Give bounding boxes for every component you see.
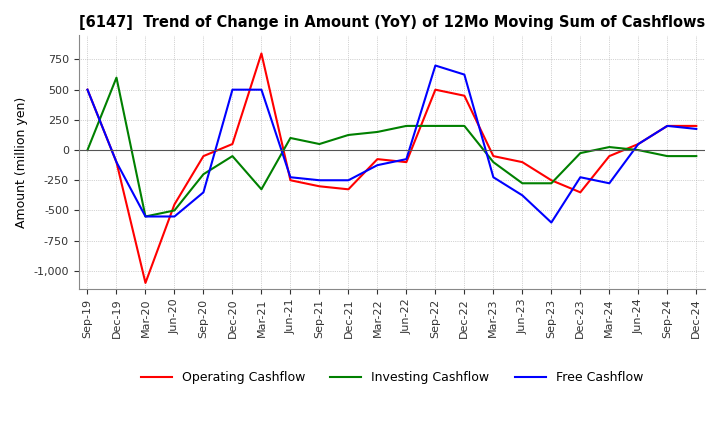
Operating Cashflow: [199, 154, 208, 159]
Operating Cashflow: [286, 178, 294, 183]
Free Cashflow: [460, 72, 469, 77]
Operating Cashflow: [518, 160, 526, 165]
Operating Cashflow: [663, 123, 672, 128]
Operating Cashflow: [112, 160, 121, 165]
Investing Cashflow: [547, 181, 556, 186]
Investing Cashflow: [634, 147, 643, 153]
Investing Cashflow: [83, 147, 91, 153]
Investing Cashflow: [402, 123, 410, 128]
Free Cashflow: [402, 157, 410, 162]
Operating Cashflow: [257, 51, 266, 56]
Operating Cashflow: [344, 187, 353, 192]
Free Cashflow: [170, 214, 179, 219]
Investing Cashflow: [170, 208, 179, 213]
Investing Cashflow: [286, 136, 294, 141]
Free Cashflow: [431, 63, 440, 68]
Operating Cashflow: [605, 154, 613, 159]
Investing Cashflow: [228, 154, 237, 159]
Operating Cashflow: [315, 183, 324, 189]
Free Cashflow: [344, 178, 353, 183]
Free Cashflow: [663, 123, 672, 128]
Operating Cashflow: [460, 93, 469, 99]
Operating Cashflow: [170, 202, 179, 207]
Free Cashflow: [605, 181, 613, 186]
Operating Cashflow: [576, 190, 585, 195]
Operating Cashflow: [141, 280, 150, 286]
Investing Cashflow: [315, 141, 324, 147]
Investing Cashflow: [518, 181, 526, 186]
Operating Cashflow: [692, 123, 701, 128]
Investing Cashflow: [141, 214, 150, 219]
Title: [6147]  Trend of Change in Amount (YoY) of 12Mo Moving Sum of Cashflows: [6147] Trend of Change in Amount (YoY) o…: [78, 15, 705, 30]
Operating Cashflow: [402, 160, 410, 165]
Free Cashflow: [286, 175, 294, 180]
Investing Cashflow: [489, 160, 498, 165]
Free Cashflow: [489, 175, 498, 180]
Investing Cashflow: [199, 172, 208, 177]
Investing Cashflow: [460, 123, 469, 128]
Operating Cashflow: [431, 87, 440, 92]
Free Cashflow: [257, 87, 266, 92]
Y-axis label: Amount (million yen): Amount (million yen): [15, 96, 28, 228]
Free Cashflow: [634, 141, 643, 147]
Investing Cashflow: [663, 154, 672, 159]
Line: Operating Cashflow: Operating Cashflow: [87, 53, 696, 283]
Free Cashflow: [547, 220, 556, 225]
Legend: Operating Cashflow, Investing Cashflow, Free Cashflow: Operating Cashflow, Investing Cashflow, …: [135, 366, 648, 389]
Investing Cashflow: [431, 123, 440, 128]
Operating Cashflow: [228, 141, 237, 147]
Free Cashflow: [315, 178, 324, 183]
Operating Cashflow: [83, 87, 91, 92]
Operating Cashflow: [373, 157, 382, 162]
Operating Cashflow: [634, 141, 643, 147]
Operating Cashflow: [489, 154, 498, 159]
Free Cashflow: [518, 193, 526, 198]
Free Cashflow: [112, 160, 121, 165]
Investing Cashflow: [257, 187, 266, 192]
Free Cashflow: [83, 87, 91, 92]
Investing Cashflow: [692, 154, 701, 159]
Investing Cashflow: [605, 144, 613, 150]
Line: Free Cashflow: Free Cashflow: [87, 66, 696, 223]
Free Cashflow: [228, 87, 237, 92]
Free Cashflow: [692, 126, 701, 132]
Investing Cashflow: [112, 75, 121, 80]
Free Cashflow: [576, 175, 585, 180]
Free Cashflow: [141, 214, 150, 219]
Investing Cashflow: [576, 150, 585, 156]
Operating Cashflow: [547, 178, 556, 183]
Investing Cashflow: [344, 132, 353, 138]
Investing Cashflow: [373, 129, 382, 135]
Free Cashflow: [199, 190, 208, 195]
Free Cashflow: [373, 162, 382, 168]
Line: Investing Cashflow: Investing Cashflow: [87, 77, 696, 216]
